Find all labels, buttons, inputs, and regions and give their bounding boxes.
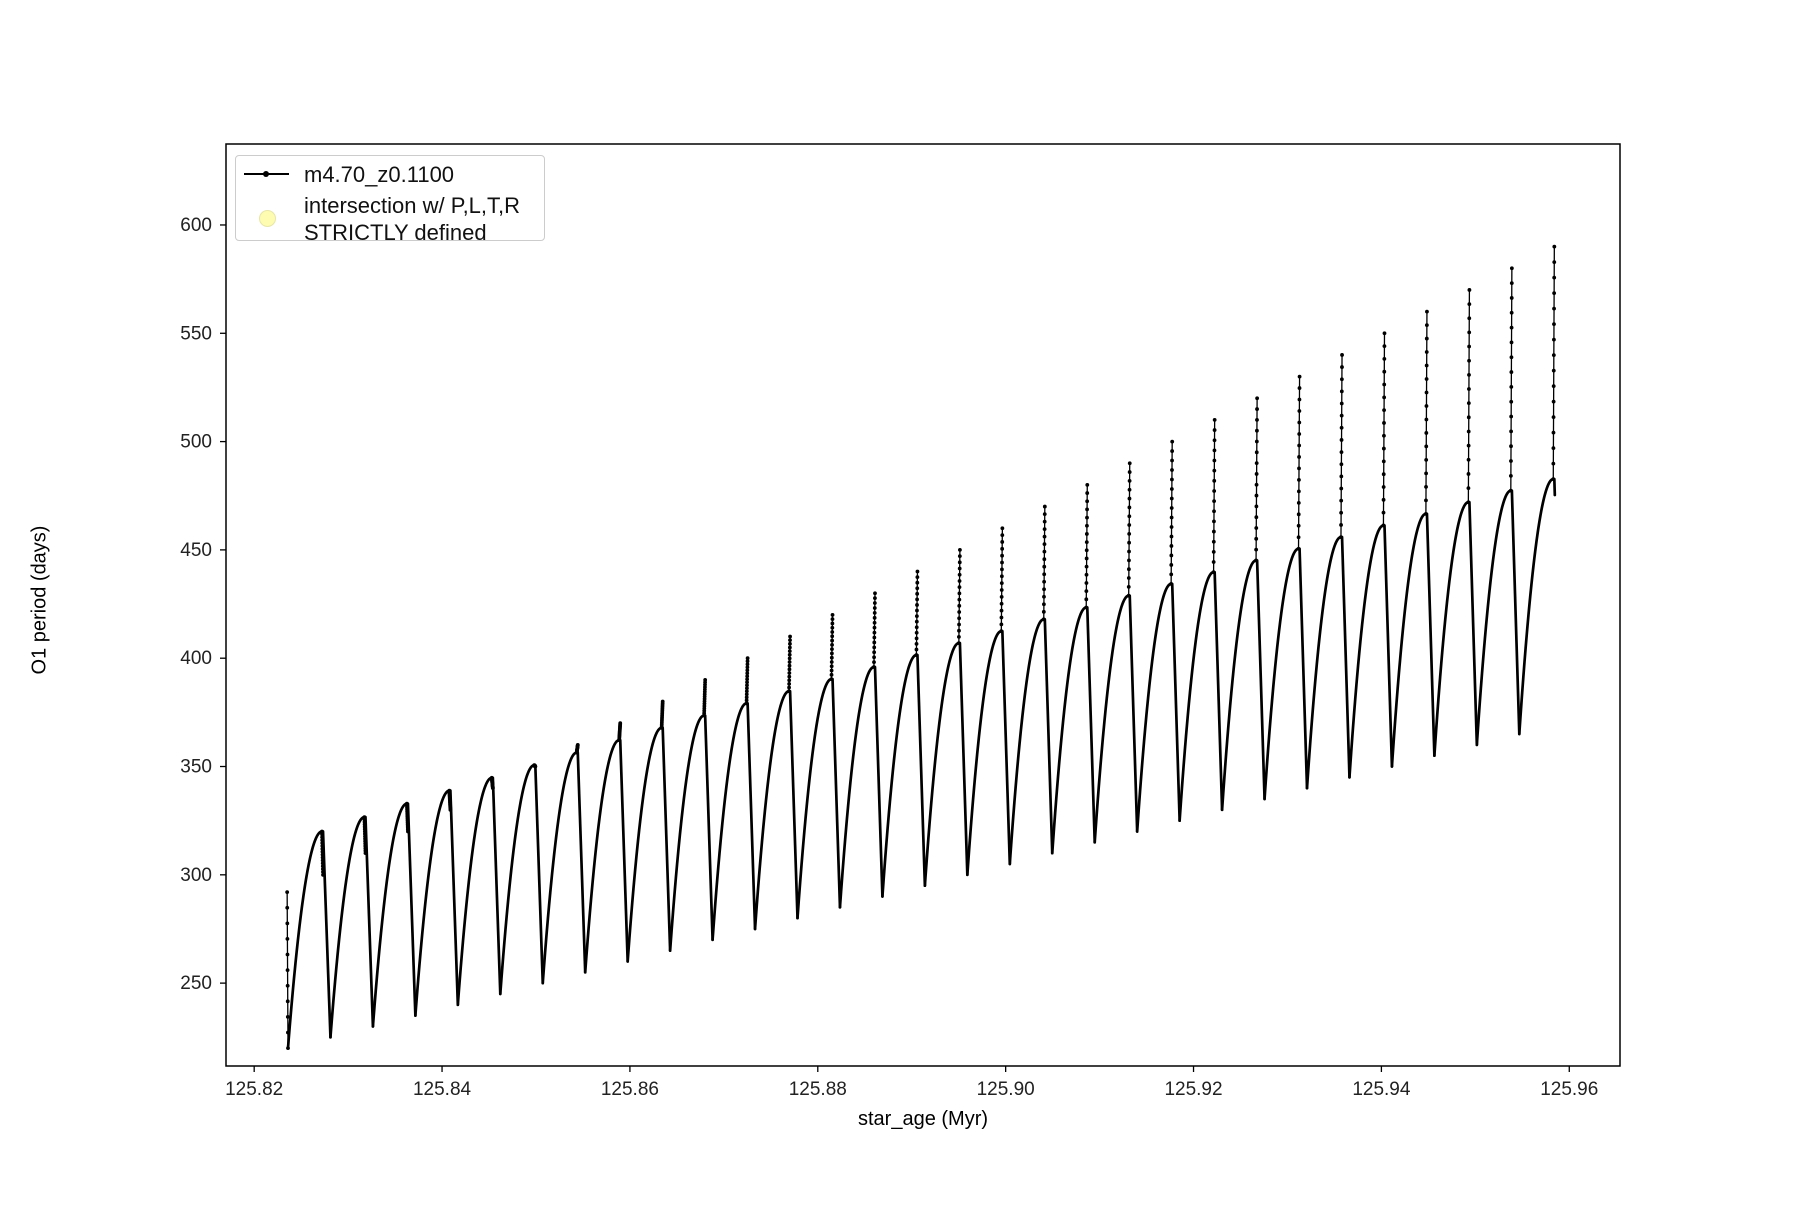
svg-text:550: 550 — [180, 323, 212, 344]
svg-text:125.84: 125.84 — [413, 1079, 472, 1100]
svg-text:250: 250 — [180, 973, 212, 994]
svg-text:600: 600 — [180, 215, 212, 236]
svg-text:125.90: 125.90 — [977, 1079, 1035, 1100]
svg-text:125.82: 125.82 — [225, 1079, 283, 1100]
svg-text:450: 450 — [180, 540, 212, 561]
svg-text:125.88: 125.88 — [789, 1079, 847, 1100]
svg-text:125.94: 125.94 — [1352, 1079, 1411, 1100]
svg-text:125.92: 125.92 — [1164, 1079, 1222, 1100]
svg-text:125.86: 125.86 — [601, 1079, 659, 1100]
svg-text:300: 300 — [180, 865, 212, 886]
svg-text:350: 350 — [180, 757, 212, 778]
svg-text:500: 500 — [180, 432, 212, 453]
svg-text:400: 400 — [180, 648, 212, 669]
svg-text:125.96: 125.96 — [1540, 1079, 1598, 1100]
